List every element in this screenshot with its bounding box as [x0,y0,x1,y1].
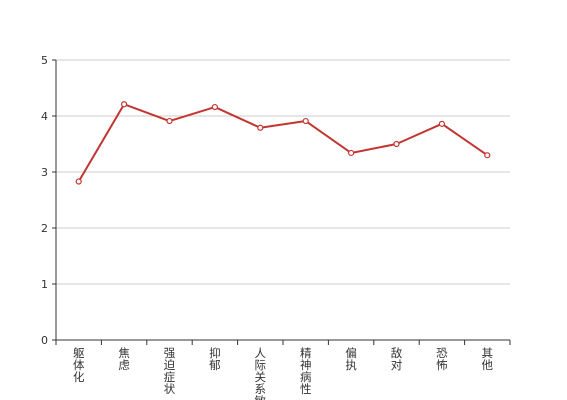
x-tick-label: 抑郁 [209,346,221,372]
data-point [393,140,400,148]
y-tick-label: 3 [41,166,48,179]
data-point [75,178,82,185]
y-tick-label: 4 [41,110,48,123]
x-tick-label: 恐怖 [436,346,448,372]
x-tick-label: 躯体化 [73,346,85,384]
data-point [257,124,264,131]
x-tick-label: 其他 [482,346,494,372]
data-point [484,152,491,159]
data-point [348,149,355,157]
x-tick-label: 精神病性 [300,346,312,396]
y-tick-label: 0 [41,334,48,347]
data-point [166,117,173,125]
data-point [211,103,218,111]
x-tick-label: 强迫症状 [164,346,176,396]
x-tick-label: 焦虑 [118,346,130,372]
series [75,101,491,185]
data-point [302,117,309,125]
y-tick-label: 2 [41,222,48,235]
labels: 0 1 2 3 4 5 躯体化 焦虑 强迫症状 抑郁 人际关系敏感 精神病性 偏执 敌对 恐怖 其他 [41,54,494,400]
y-tick-label: 5 [41,54,48,67]
grid-lines [56,59,510,285]
data-point [120,101,128,108]
data-point [438,120,445,127]
x-tick-label: 人际关系敏感 [255,346,267,400]
y-tick-label: 1 [41,278,48,291]
x-tick-label: 敌对 [391,346,403,372]
axes [52,59,511,345]
series-line [77,103,488,183]
x-tick-label: 偏执 [345,346,357,372]
